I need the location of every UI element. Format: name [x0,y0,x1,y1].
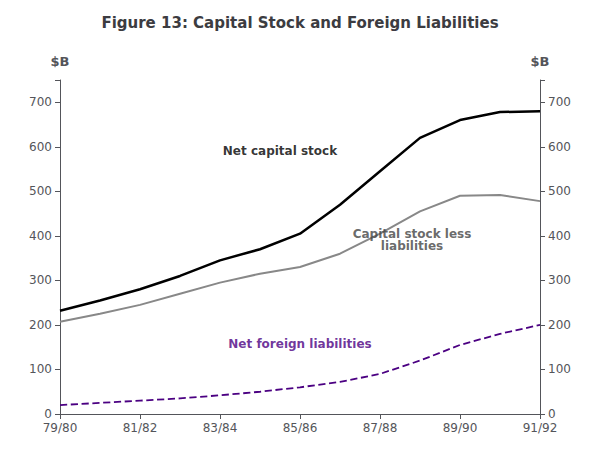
svg-text:Capital stock less: Capital stock less [352,227,472,242]
svg-text:500: 500 [29,184,52,198]
svg-text:100: 100 [548,362,571,376]
svg-text:85/86: 85/86 [283,421,318,435]
svg-text:Net capital stock: Net capital stock [223,144,338,158]
svg-text:87/88: 87/88 [363,421,398,435]
svg-text:$B: $B [531,54,550,69]
svg-text:400: 400 [548,229,571,243]
svg-text:200: 200 [548,318,571,332]
svg-text:400: 400 [29,229,52,243]
svg-text:79/80: 79/80 [43,421,78,435]
svg-text:Net foreign liabilities: Net foreign liabilities [228,337,371,351]
svg-text:83/84: 83/84 [203,421,238,435]
svg-text:300: 300 [548,273,571,287]
svg-text:500: 500 [548,184,571,198]
svg-text:0: 0 [548,407,556,421]
svg-text:89/90: 89/90 [443,421,478,435]
svg-text:Figure 13: Capital Stock and F: Figure 13: Capital Stock and Foreign Lia… [101,14,498,32]
svg-text:liabilities: liabilities [381,239,443,253]
svg-text:0: 0 [44,407,52,421]
svg-text:81/82: 81/82 [123,421,158,435]
svg-text:200: 200 [29,318,52,332]
svg-text:$B: $B [51,54,70,69]
svg-text:600: 600 [548,140,571,154]
svg-text:300: 300 [29,273,52,287]
svg-text:700: 700 [29,95,52,109]
svg-text:600: 600 [29,140,52,154]
svg-text:91/92: 91/92 [523,421,558,435]
svg-text:100: 100 [29,362,52,376]
svg-text:700: 700 [548,95,571,109]
